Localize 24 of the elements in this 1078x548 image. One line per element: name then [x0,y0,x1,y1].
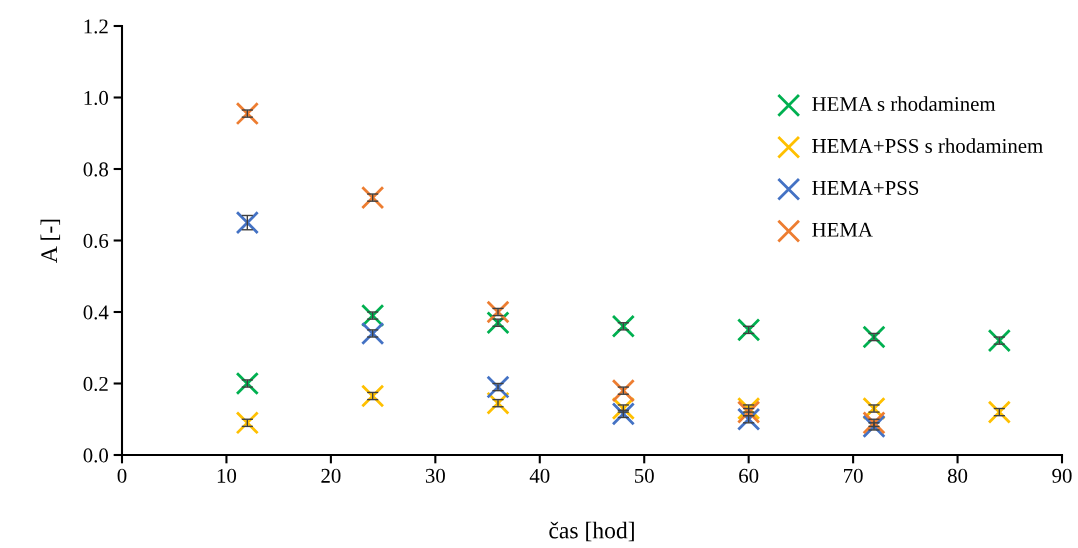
x-tick-label: 30 [425,468,445,483]
x-tick-label: 50 [635,468,654,483]
x-axis-title: čas [hod] [549,521,634,542]
point [235,210,260,235]
x-tick-label: 20 [321,468,341,483]
x-tick-label: 60 [739,468,759,483]
y-tick-label: 0.0 [83,448,109,463]
y-tick-label: 0.6 [83,233,109,249]
x-tick-label: 90 [1052,468,1072,483]
y-axis-title: A [-] [40,219,61,263]
x-tick-label: 40 [529,468,550,483]
x-tick-label: 10 [217,468,237,483]
y-tick-label: 1.2 [84,19,108,34]
legend-label: HEMA [812,222,873,237]
y-tick-label: 0.2 [83,376,108,392]
y-tick-label: 0.4 [83,305,109,320]
x-tick-label: 70 [844,468,863,483]
y-tick-label: 1.0 [84,90,109,106]
x-tick-label: 80 [947,468,968,483]
legend-label: HEMA+PSS s rhodaminem [812,138,1043,153]
x-tick-label: 0 [117,468,127,483]
y-tick-label: 0.8 [83,162,109,177]
legend-label: HEMA+PSS [812,180,919,195]
legend-label: HEMA s rhodaminem [812,96,996,112]
